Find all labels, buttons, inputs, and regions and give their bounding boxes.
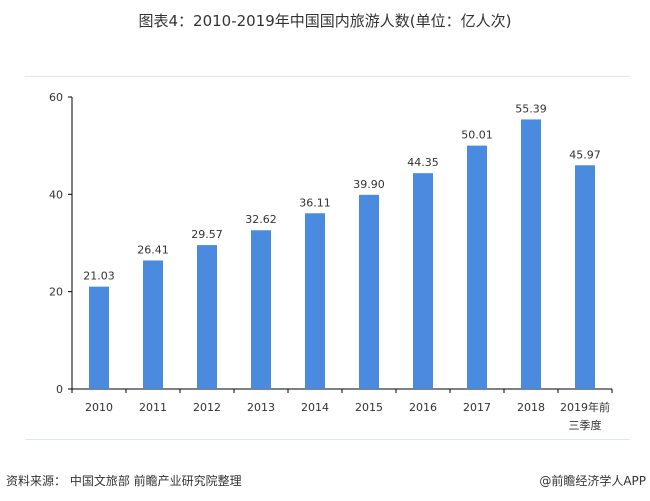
top-divider [25, 76, 630, 77]
bar [251, 230, 271, 389]
brand-credit: @前瞻经济学人APP [539, 474, 646, 488]
data-label: 26.41 [137, 243, 169, 256]
chart-title: 图表4：2010-2019年中国国内旅游人数(单位：亿人次) [138, 12, 512, 30]
data-label: 55.39 [515, 102, 547, 115]
x-tick-label: 2012 [193, 401, 221, 414]
data-label: 44.35 [407, 156, 439, 169]
x-tick-label: 2018 [517, 401, 545, 414]
x-tick-label: 2017 [463, 401, 491, 414]
bar [359, 194, 379, 389]
data-label: 39.90 [353, 178, 385, 191]
x-tick-label: 2013 [247, 401, 275, 414]
y-tick-label: 40 [49, 188, 63, 201]
y-tick-label: 20 [49, 286, 63, 299]
x-tick-label: 三季度 [569, 418, 602, 432]
bar [305, 213, 325, 389]
bar [197, 245, 217, 389]
data-label: 21.03 [83, 270, 115, 283]
bar [413, 173, 433, 389]
data-label: 50.01 [461, 129, 493, 142]
data-label: 32.62 [245, 213, 277, 226]
data-label: 45.97 [569, 148, 601, 161]
bar [521, 119, 541, 389]
bar [575, 165, 595, 389]
bar [467, 145, 487, 389]
source-note: 资料来源： 中国文旅部 前瞻产业研究院整理 [6, 474, 242, 488]
x-tick-label: 2011 [139, 401, 167, 414]
bottom-divider [25, 439, 630, 440]
x-tick-label: 2014 [301, 401, 329, 414]
x-tick-label: 2016 [409, 401, 437, 414]
y-tick-label: 0 [56, 383, 63, 396]
x-tick-label: 2019年前 [560, 400, 610, 414]
x-tick-label: 2015 [355, 401, 383, 414]
y-tick-label: 60 [49, 91, 63, 104]
bar [89, 286, 109, 389]
x-tick-label: 2010 [85, 401, 113, 414]
data-label: 36.11 [299, 196, 331, 209]
data-label: 29.57 [191, 228, 223, 241]
bar [143, 260, 163, 389]
